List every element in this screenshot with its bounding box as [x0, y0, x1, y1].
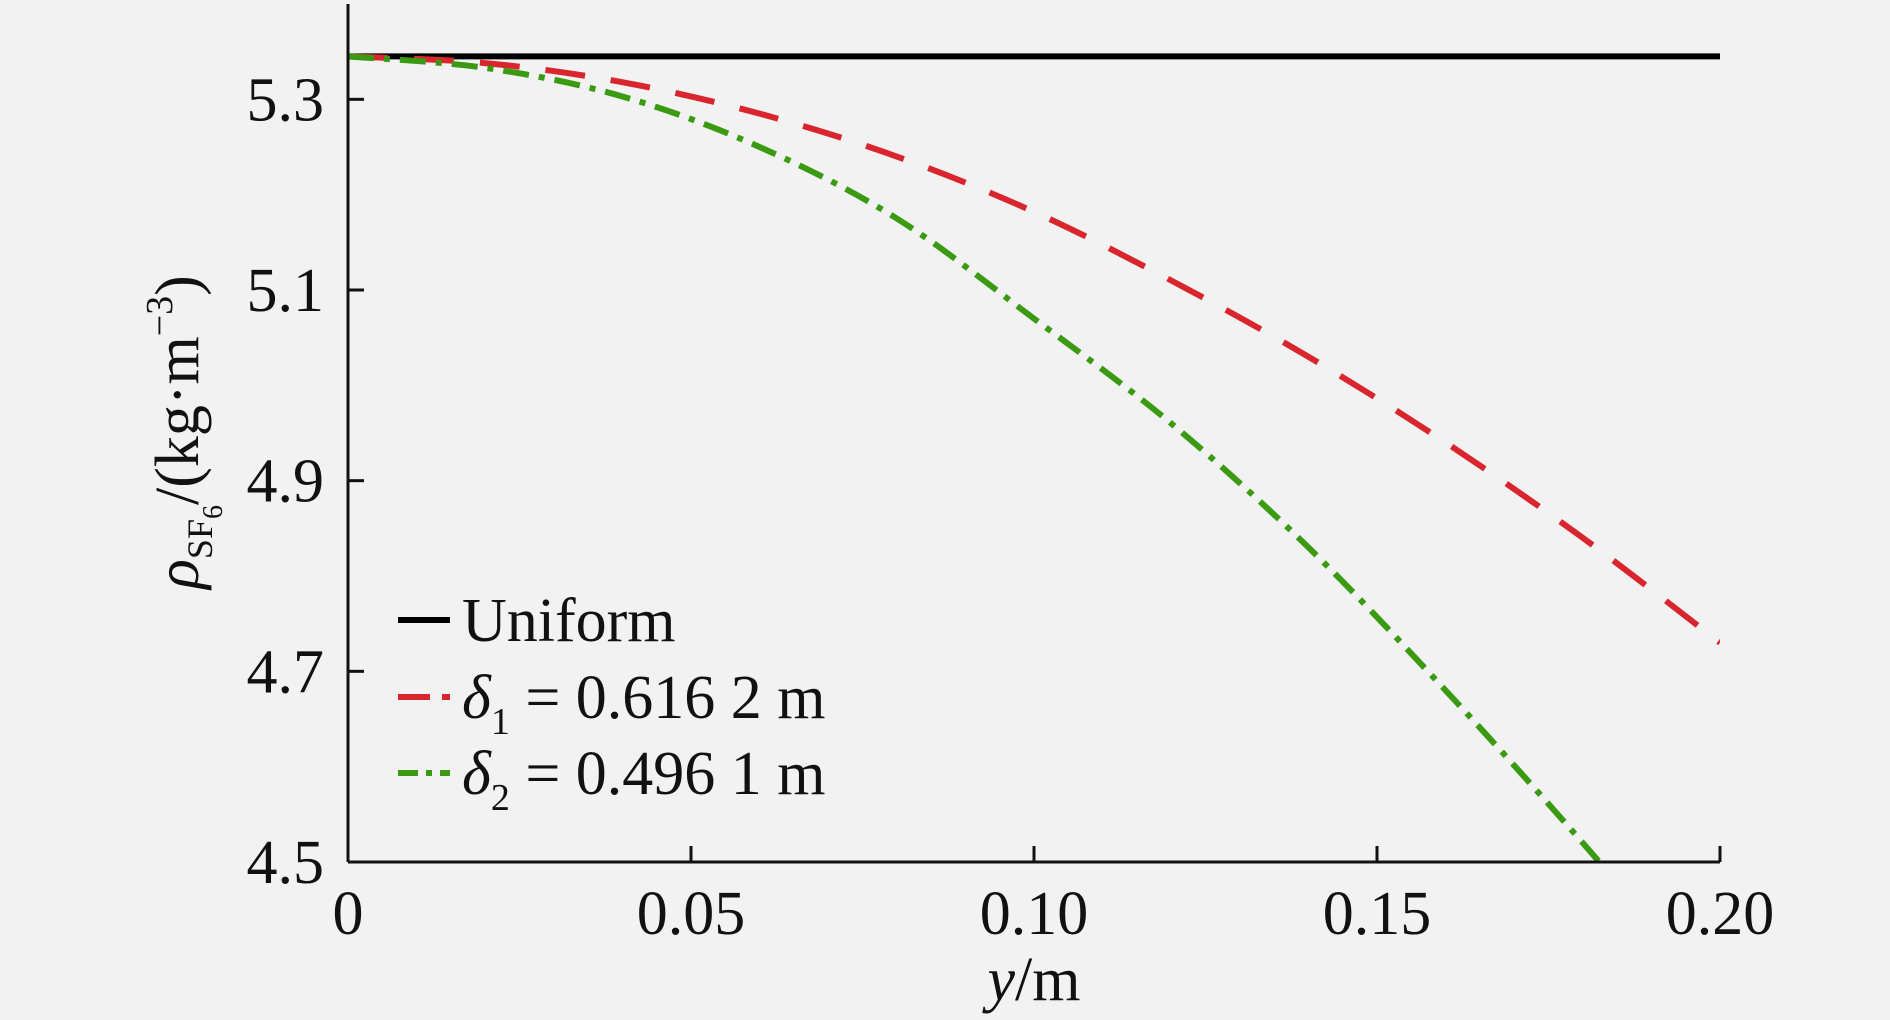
- x-ticks: 0 0.05 0.10 0.15 0.20: [333, 846, 1775, 948]
- legend-entry-2: δ1 = 0.616 2 m: [462, 664, 826, 743]
- legend-entry-1: Uniform: [462, 587, 676, 655]
- x-axis-label-var: y: [982, 946, 1016, 1014]
- y-tick-label: 5.3: [247, 66, 325, 134]
- series-layer: [348, 53, 1720, 862]
- legend-entry-main: δ: [462, 664, 492, 732]
- series-line-3: [348, 53, 1604, 862]
- y-tick-label: 5.1: [247, 257, 325, 325]
- y-ticks: 4.5 4.7 4.9 5.1 5.3: [247, 66, 364, 897]
- legend-entry-3: δ2 = 0.496 1 m: [462, 740, 826, 819]
- y-tick-label: 4.7: [247, 638, 325, 706]
- y-axis-label-unit: /(kg·m: [144, 336, 212, 505]
- y-axis-label-var: ρ: [144, 559, 212, 591]
- y-axis-label-exp: −3: [139, 296, 181, 336]
- x-tick-label: 0.05: [637, 880, 746, 948]
- y-axis-label-sub: SF: [180, 519, 220, 559]
- y-axis-label-subsub: 6: [198, 505, 229, 519]
- legend-entry-subscript: 2: [491, 777, 510, 819]
- x-tick-label: 0.15: [1323, 880, 1432, 948]
- x-axis-label-unit: /m: [1015, 946, 1080, 1014]
- legend-entry-main: δ: [462, 740, 492, 808]
- x-axis-label: y/m: [982, 946, 1081, 1014]
- x-tick-label: 0.10: [980, 880, 1089, 948]
- y-axis-label: ρSF6/(kg·m−3): [139, 275, 229, 591]
- x-tick-label: 0.20: [1666, 880, 1775, 948]
- legend-entry-main: Uniform: [462, 587, 676, 655]
- series-line-2: [348, 53, 1720, 646]
- legend-entry-rest: = 0.616 2 m: [510, 664, 826, 732]
- y-tick-label: 4.5: [247, 829, 325, 897]
- legend-entry-rest: = 0.496 1 m: [510, 740, 826, 808]
- y-tick-label: 4.9: [247, 448, 325, 516]
- x-tick-label: 0: [333, 880, 364, 948]
- y-axis-label-close: ): [144, 275, 212, 296]
- legend-entry-subscript: 1: [491, 701, 510, 743]
